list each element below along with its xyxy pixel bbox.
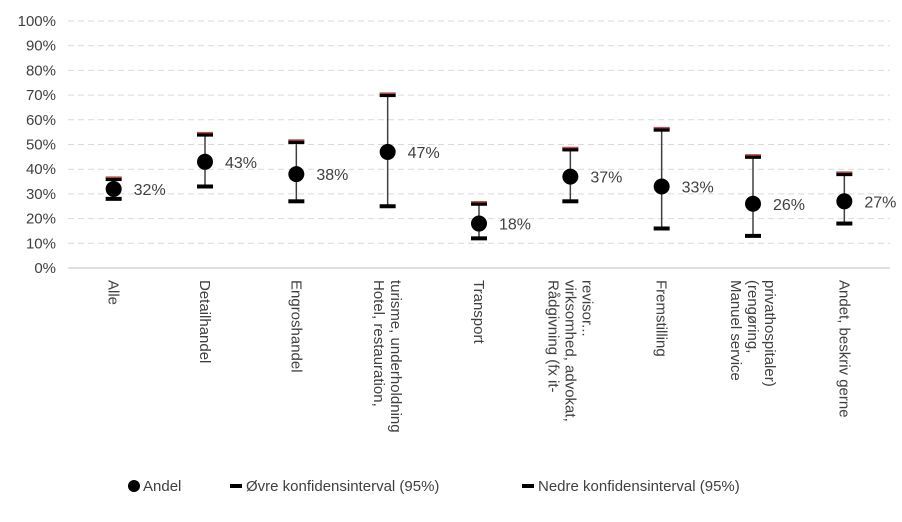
y-tick-label: 40% [26, 161, 56, 178]
legend: Andel Øvre konfidensinterval (95%) Nedre k… [128, 478, 740, 495]
y-tick-label: 70% [26, 87, 56, 104]
y-tick-label: 20% [26, 211, 56, 228]
category-label-line: Transport [470, 280, 487, 344]
category-label: Detailhandel [196, 280, 213, 363]
category-label: Rådgivning (fx it-virksomhed, advokat, re… [544, 280, 595, 422]
y-axis-ticks: 0% 10% 20% 30% 40% 50% 60% 70% 80% 90% 100% [18, 13, 56, 277]
legend-upper-marker [230, 484, 242, 488]
legend-andel-marker [128, 480, 140, 492]
andel-point [653, 178, 670, 195]
andel-point [288, 166, 305, 183]
data-label: 43% [225, 155, 257, 172]
y-tick-label: 100% [18, 13, 56, 30]
category-label-line: Manuel service [727, 280, 744, 381]
category-label-line: (rengøring, [744, 280, 761, 353]
category-label: Fremstilling [653, 280, 670, 357]
andel-point [836, 193, 853, 210]
category-label: Andet, beskriv gerne [835, 280, 852, 418]
upper-ci-marker [471, 201, 487, 206]
category-label-line: Alle [105, 280, 122, 305]
upper-ci-marker [379, 93, 396, 98]
lower-ci-marker [288, 199, 305, 204]
category-label: Hotel, restauration, turisme, underholdni… [370, 280, 404, 433]
upper-ci-marker [288, 140, 305, 145]
andel-point [197, 153, 213, 170]
y-tick-label: 80% [26, 62, 56, 79]
category-label-line: Rådgivning (fx it- [544, 280, 561, 393]
y-tick-label: 50% [26, 137, 56, 154]
lower-ci-marker [653, 226, 670, 231]
legend-lower-marker [522, 484, 534, 488]
upper-ci-marker [105, 177, 122, 182]
y-tick-label: 90% [26, 38, 56, 55]
legend-upper-label: Øvre konfidensinterval (95%) [246, 478, 439, 495]
upper-ci-marker [653, 127, 670, 132]
chart-marks [105, 92, 853, 241]
category-label-line: privathospitaler) [761, 280, 778, 387]
category-label: Alle [105, 280, 122, 305]
legend-lower-label: Nedre konfidensinterval (95%) [538, 478, 740, 495]
data-label: 47% [408, 145, 440, 162]
category-label-line: revisor... [578, 280, 595, 337]
data-label: 33% [682, 179, 714, 196]
andel-point [745, 195, 761, 212]
data-label: 18% [499, 217, 531, 234]
data-label: 26% [773, 197, 805, 214]
y-tick-label: 10% [26, 235, 56, 252]
category-label: Manuel service (rengøring, privathospitale… [727, 280, 778, 387]
andel-point [471, 215, 487, 232]
lower-ci-marker [197, 184, 213, 189]
data-label: 38% [316, 167, 348, 184]
category-label-line: Fremstilling [653, 280, 670, 357]
y-tick-label: 30% [26, 186, 56, 203]
upper-ci-marker [836, 172, 853, 177]
upper-ci-marker [197, 132, 213, 137]
lower-ci-marker [471, 236, 487, 241]
lower-ci-marker [745, 233, 761, 238]
y-tick-label: 60% [26, 112, 56, 129]
category-label-line: Engroshandel [287, 280, 304, 373]
category-label-line: virksomhed, advokat, [561, 280, 578, 422]
data-label: 27% [864, 194, 896, 211]
category-label: Engroshandel [287, 280, 304, 373]
data-labels: 32% 43% 38% 47% 18% 37% 33% 26% 27% [134, 145, 897, 234]
data-label: 32% [134, 182, 166, 199]
lower-ci-marker [836, 221, 853, 226]
data-label: 37% [590, 170, 622, 187]
y-tick-label: 0% [34, 260, 56, 277]
lower-ci-marker [379, 204, 396, 209]
legend-andel-label: Andel [143, 478, 181, 495]
upper-ci-marker [562, 147, 579, 152]
category-label-line: Andet, beskriv gerne [835, 280, 852, 418]
category-label-line: Detailhandel [196, 280, 213, 363]
category-label: Transport [470, 280, 487, 344]
andel-point [562, 168, 579, 185]
upper-ci-marker [745, 154, 761, 159]
andel-point [379, 143, 396, 160]
andel-point [105, 180, 122, 197]
category-label-line: Hotel, restauration, [370, 280, 387, 407]
category-label-line: turisme, underholdning [387, 280, 404, 433]
lower-ci-marker [105, 196, 122, 201]
category-labels: Alle Detailhandel Engroshandel Hotel, resta… [105, 280, 853, 433]
lower-ci-marker [562, 199, 579, 204]
